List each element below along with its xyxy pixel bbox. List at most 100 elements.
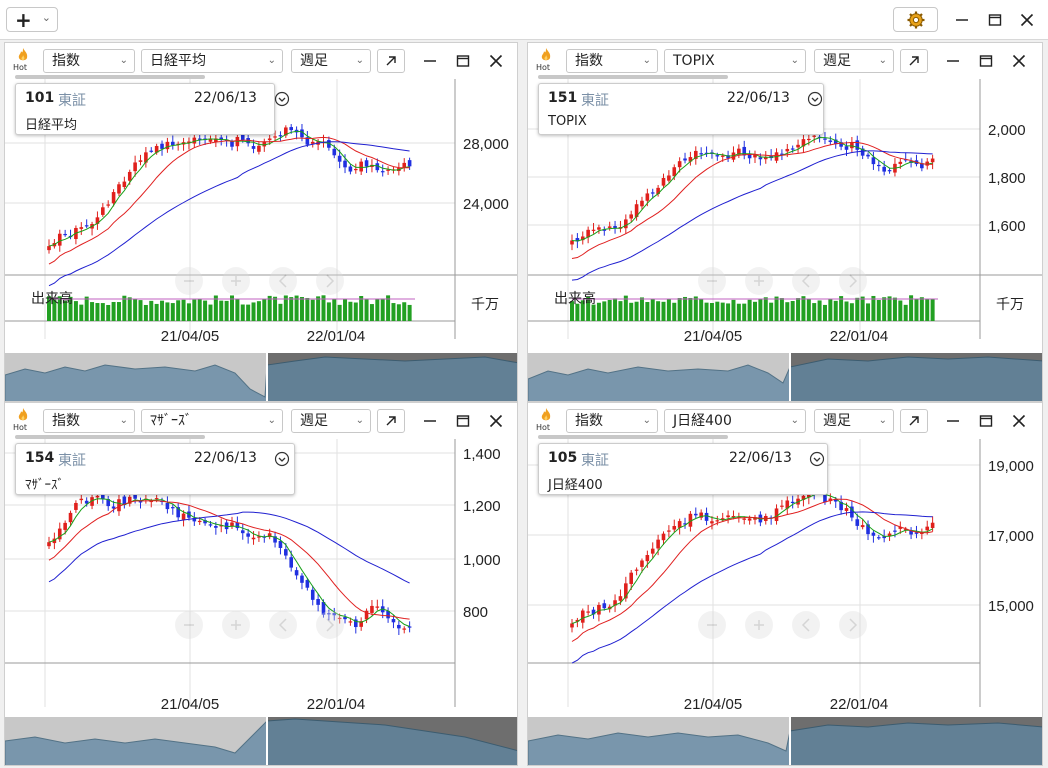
panel-maximize-button[interactable] — [975, 410, 997, 432]
panel-maximize-button[interactable] — [452, 50, 474, 72]
x-tick-label: 21/04/05 — [161, 328, 219, 345]
candle-body — [63, 522, 67, 530]
maximize-icon — [456, 415, 470, 427]
hot-label: Hot — [536, 423, 551, 432]
type-select[interactable]: 指数 ⌄ — [43, 49, 135, 73]
app-minimize-button[interactable] — [949, 8, 975, 32]
hot-button[interactable]: Hot — [534, 407, 560, 435]
type-select[interactable]: 指数 ⌄ — [566, 49, 658, 73]
popout-button[interactable] — [377, 409, 405, 433]
candle-body — [790, 501, 795, 504]
nav-right-icon[interactable] — [839, 267, 867, 295]
candle-body — [337, 617, 342, 620]
hot-button[interactable]: Hot — [11, 47, 37, 75]
popout-button[interactable] — [377, 49, 405, 73]
candle-body — [807, 138, 811, 141]
chevron-down-circle-icon[interactable] — [274, 451, 290, 467]
range-navigator[interactable] — [528, 717, 1043, 766]
nav-left-icon[interactable] — [792, 267, 820, 295]
range-navigator[interactable] — [5, 717, 518, 766]
volume-bar — [650, 299, 655, 321]
candle-body — [74, 502, 78, 510]
period-select[interactable]: 週足 ⌄ — [291, 49, 371, 73]
y-tick-label: 2,000 — [988, 122, 1026, 139]
period-select[interactable]: 週足 ⌄ — [291, 409, 371, 433]
price-chart[interactable]: 1,400 1,200 1,000 800 21/04/05 22/01/04 — [5, 439, 518, 717]
nav-zoom-out-icon[interactable] — [698, 611, 726, 639]
panel-maximize-button[interactable] — [452, 410, 474, 432]
range-navigator[interactable] — [528, 353, 1043, 402]
candle-body — [251, 537, 256, 540]
volume-bar — [769, 302, 774, 321]
add-window-button[interactable]: + ⌄ — [6, 7, 58, 32]
nav-zoom-in-icon[interactable] — [222, 611, 250, 639]
panel-minimize-button[interactable] — [942, 50, 964, 72]
nav-zoom-out-icon[interactable] — [175, 611, 203, 639]
volume-bar — [170, 303, 175, 321]
panel-minimize-button[interactable] — [419, 410, 441, 432]
period-select[interactable]: 週足 ⌄ — [814, 409, 894, 433]
panel-close-button[interactable] — [485, 410, 507, 432]
candle-body — [127, 496, 132, 504]
price-chart[interactable]: 19,000 17,000 15,000 21/04/05 22/01/04 — [528, 439, 1043, 717]
hot-button[interactable]: Hot — [11, 407, 37, 435]
close-icon — [1020, 13, 1034, 27]
app-close-button[interactable] — [1014, 8, 1040, 32]
candle-body — [801, 139, 806, 147]
symbol-select[interactable]: J日経400 ⌄ — [664, 409, 806, 433]
nav-right-icon[interactable] — [316, 267, 344, 295]
candle-body — [661, 533, 666, 541]
nav-zoom-in-icon[interactable] — [222, 267, 250, 295]
symbol-select[interactable]: TOPIX ⌄ — [664, 49, 806, 73]
popout-button[interactable] — [900, 49, 928, 73]
panel-maximize-button[interactable] — [975, 50, 997, 72]
toolbar-scrollbar[interactable] — [538, 75, 728, 79]
chart-panel: Hot 指数 ⌄ J日経400 ⌄ 週足 ⌄ 19,000 17,000 15,000 21/04… — [527, 402, 1043, 766]
nav-zoom-out-icon[interactable] — [698, 267, 726, 295]
symbol-select[interactable]: ﾏｻﾞｰｽﾞ ⌄ — [141, 409, 283, 433]
panel-close-button[interactable] — [485, 50, 507, 72]
volume-bar — [763, 297, 768, 321]
panel-minimize-button[interactable] — [419, 50, 441, 72]
candle-body — [742, 146, 747, 156]
panel-close-button[interactable] — [1008, 410, 1030, 432]
symbol-select[interactable]: 日経平均 ⌄ — [141, 49, 283, 73]
chart-panel: Hot 指数 ⌄ 日経平均 ⌄ 週足 ⌄ 28,000 24,000 21/04/05 22/01… — [4, 42, 518, 402]
panel-minimize-button[interactable] — [942, 410, 964, 432]
volume-bar — [138, 300, 143, 321]
volume-bar — [871, 295, 876, 321]
panel-toolbar: Hot 指数 ⌄ 日経平均 ⌄ 週足 ⌄ — [5, 43, 517, 79]
chevron-down-circle-icon[interactable] — [807, 91, 823, 107]
nav-left-icon[interactable] — [269, 267, 297, 295]
flame-icon — [18, 48, 28, 61]
settings-button[interactable] — [893, 7, 938, 32]
volume-bar — [602, 301, 607, 321]
type-select[interactable]: 指数 ⌄ — [43, 409, 135, 433]
nav-right-icon[interactable] — [839, 611, 867, 639]
toolbar-scrollbar[interactable] — [15, 75, 205, 79]
candle-body — [607, 226, 612, 228]
nav-zoom-in-icon[interactable] — [745, 267, 773, 295]
toolbar-scrollbar[interactable] — [15, 435, 205, 439]
popout-button[interactable] — [900, 409, 928, 433]
panel-close-button[interactable] — [1008, 50, 1030, 72]
period-select[interactable]: 週足 ⌄ — [814, 49, 894, 73]
candle-body — [262, 141, 267, 147]
nav-zoom-out-icon[interactable] — [175, 267, 203, 295]
range-navigator[interactable] — [5, 353, 518, 402]
candle-body — [257, 536, 261, 538]
nav-left-icon[interactable] — [792, 611, 820, 639]
type-select[interactable]: 指数 ⌄ — [566, 409, 658, 433]
nav-right-icon[interactable] — [316, 611, 344, 639]
toolbar-scrollbar[interactable] — [538, 435, 728, 439]
hot-button[interactable]: Hot — [534, 47, 560, 75]
chevron-down-circle-icon[interactable] — [274, 91, 290, 107]
candle-body — [602, 229, 607, 231]
volume-bar — [639, 297, 644, 321]
app-maximize-button[interactable] — [982, 8, 1008, 32]
chevron-down-circle-icon[interactable] — [809, 451, 825, 467]
nav-zoom-in-icon[interactable] — [745, 611, 773, 639]
candle-body — [187, 141, 191, 143]
candle-body — [640, 200, 644, 207]
nav-left-icon[interactable] — [269, 611, 297, 639]
